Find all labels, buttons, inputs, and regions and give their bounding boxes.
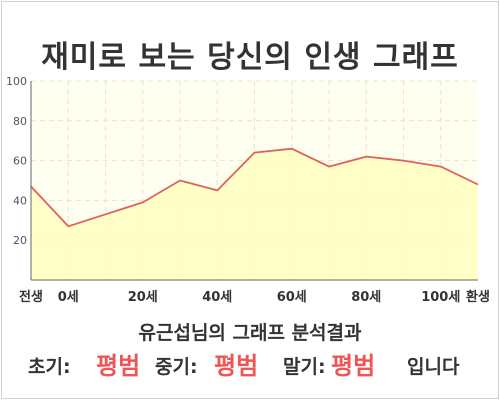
y-tick-label: 40	[13, 194, 27, 207]
x-tick-label: 전생	[19, 289, 43, 305]
x-tick-label: 20세	[128, 290, 158, 305]
early-label: 초기:	[28, 356, 71, 378]
ending-text: 입니다	[407, 356, 460, 378]
x-tick-labels: 전생 0세 20세 40세 60세 80세 100세 환생	[19, 289, 490, 305]
series-line	[30, 147, 479, 228]
x-tick-label: 40세	[202, 290, 232, 305]
y-tick-label: 60	[13, 155, 27, 168]
chart-title: 재미로 보는 당신의 인생 그래프	[41, 40, 459, 75]
early-value: 평범	[96, 352, 141, 380]
y-tick-label: 80	[13, 115, 27, 128]
y-tick-label: 100	[6, 75, 27, 88]
series-area	[31, 148, 478, 280]
y-tick-labels: 20 40 60 80 100	[6, 75, 27, 247]
x-tick-label: 환생	[466, 289, 490, 305]
area-layer	[30, 147, 479, 280]
late-value: 평범	[331, 352, 376, 380]
middle-label: 중기:	[155, 356, 198, 378]
axes	[30, 81, 478, 281]
x-tick-label: 60세	[277, 290, 307, 305]
y-tick-label: 20	[13, 234, 27, 247]
middle-value: 평범	[214, 352, 259, 380]
late-label: 말기:	[283, 356, 326, 378]
result-heading: 유근섭님의 그래프 분석결과	[138, 322, 362, 344]
x-tick-label: 80세	[351, 290, 381, 305]
life-graph: 20 40 60 80 100 전생 0세 20세 40세 60세 80세 100세 환생	[6, 75, 490, 305]
x-tick-label: 100세	[421, 290, 460, 305]
x-tick-label: 0세	[58, 290, 79, 305]
